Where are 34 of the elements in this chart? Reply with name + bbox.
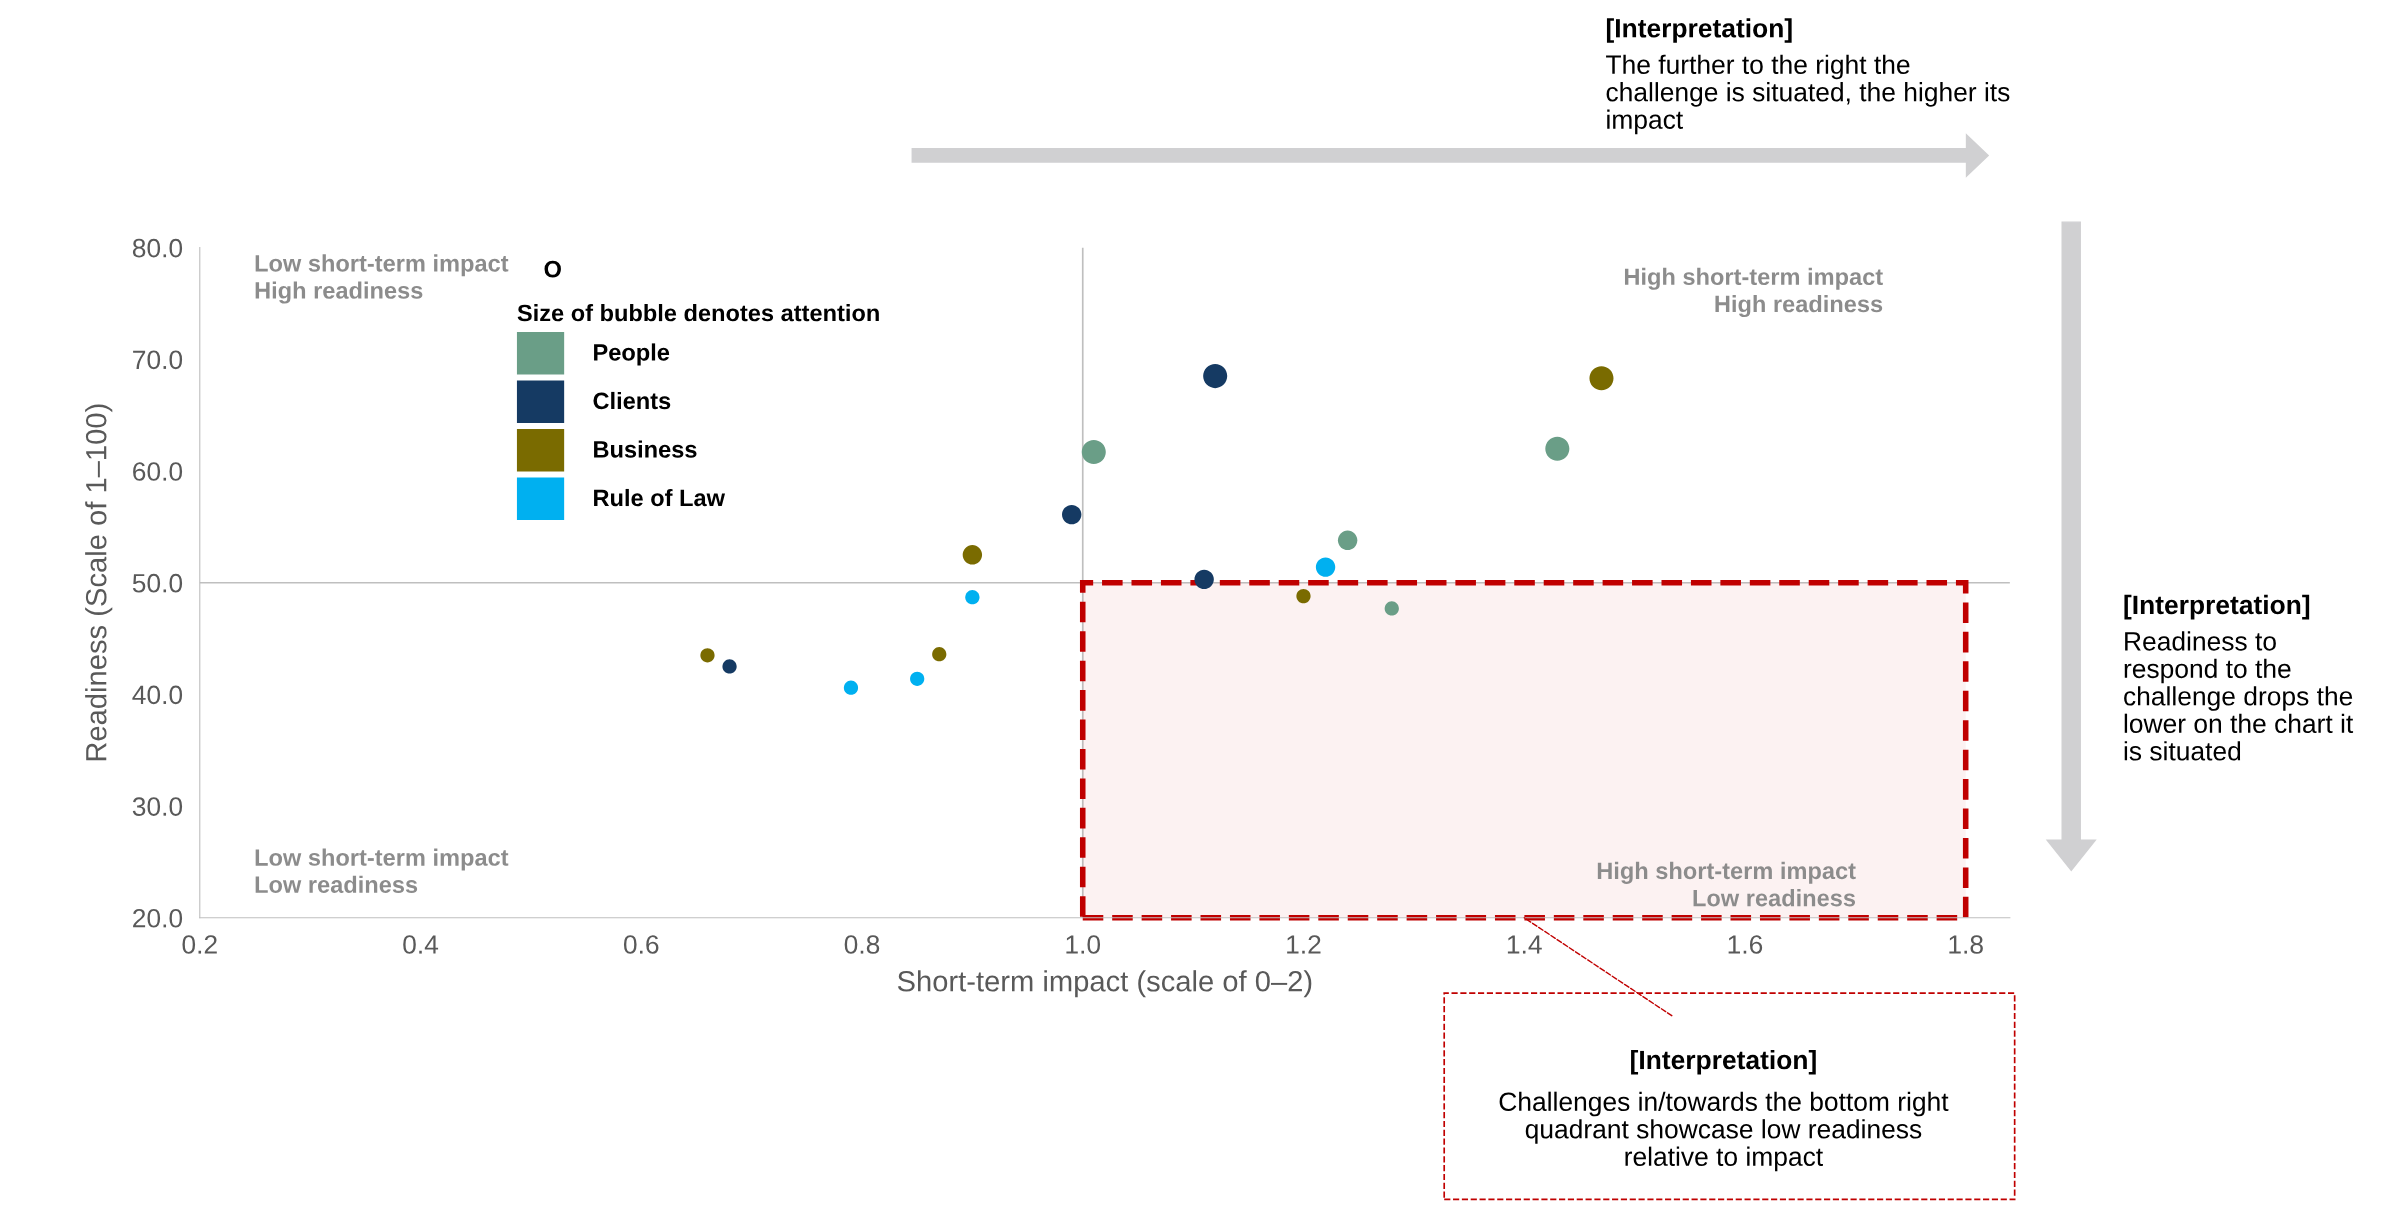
x-tick-label: 1.4 [1507, 935, 1542, 954]
annotation: Low short-term impact Low readiness [255, 848, 509, 894]
text: [Interpretation] [2124, 594, 2310, 620]
y-tick-label: 80.0 [132, 238, 183, 258]
y-tick-label: 40.0 [132, 685, 183, 705]
text: [Interpretation] [1606, 18, 1792, 43]
y-tick-label: 20.0 [133, 908, 183, 928]
text: Challenges in/towards the bottom right quadrant showcase low readiness relative to impact [1499, 1091, 1949, 1172]
x-tick-label: 0.2 [182, 935, 217, 954]
legend-label: People [594, 343, 670, 366]
x-tick-label: 1.0 [1066, 935, 1101, 954]
annotation: High short-term impact High readiness [1624, 267, 1883, 318]
x-tick-label: 1.8 [1949, 935, 1983, 954]
annotation: O [544, 260, 561, 278]
text: The further to the right the challenge is situated, the higher its impact [1606, 54, 2010, 135]
y-tick-label: 60.0 [133, 462, 183, 481]
x-tick-label: 0.6 [623, 935, 659, 954]
x-tick-label: 0.4 [403, 935, 439, 954]
legend-label: Clients [593, 391, 671, 410]
x-tick-label: 0.8 [844, 935, 880, 954]
legend-title: Size of bubble denotes attention [517, 304, 879, 322]
y-tick-label: 50.0 [132, 573, 183, 593]
x-tick-label: 1.6 [1728, 935, 1763, 954]
annotation: Low short-term impact High readiness [255, 254, 509, 304]
x-tick-label: 1.2 [1287, 935, 1321, 954]
annotation: [Interpretation] [1631, 1049, 1816, 1075]
text: Readiness to respond to the challenge drops the lower on the chart it is situated [2124, 631, 2354, 761]
y-tick-label: 70.0 [133, 350, 183, 370]
legend-label: Rule of Law [594, 488, 726, 507]
y-tick-label: 30.0 [132, 797, 183, 816]
x-axis-title: Short-term impact (scale of 0–2) [897, 970, 1312, 998]
legend-label: Business [594, 440, 697, 458]
y-axis-title: Readiness (Scale of 1–100) [85, 404, 113, 761]
annotation: High short-term impact Low readiness [1597, 861, 1856, 907]
